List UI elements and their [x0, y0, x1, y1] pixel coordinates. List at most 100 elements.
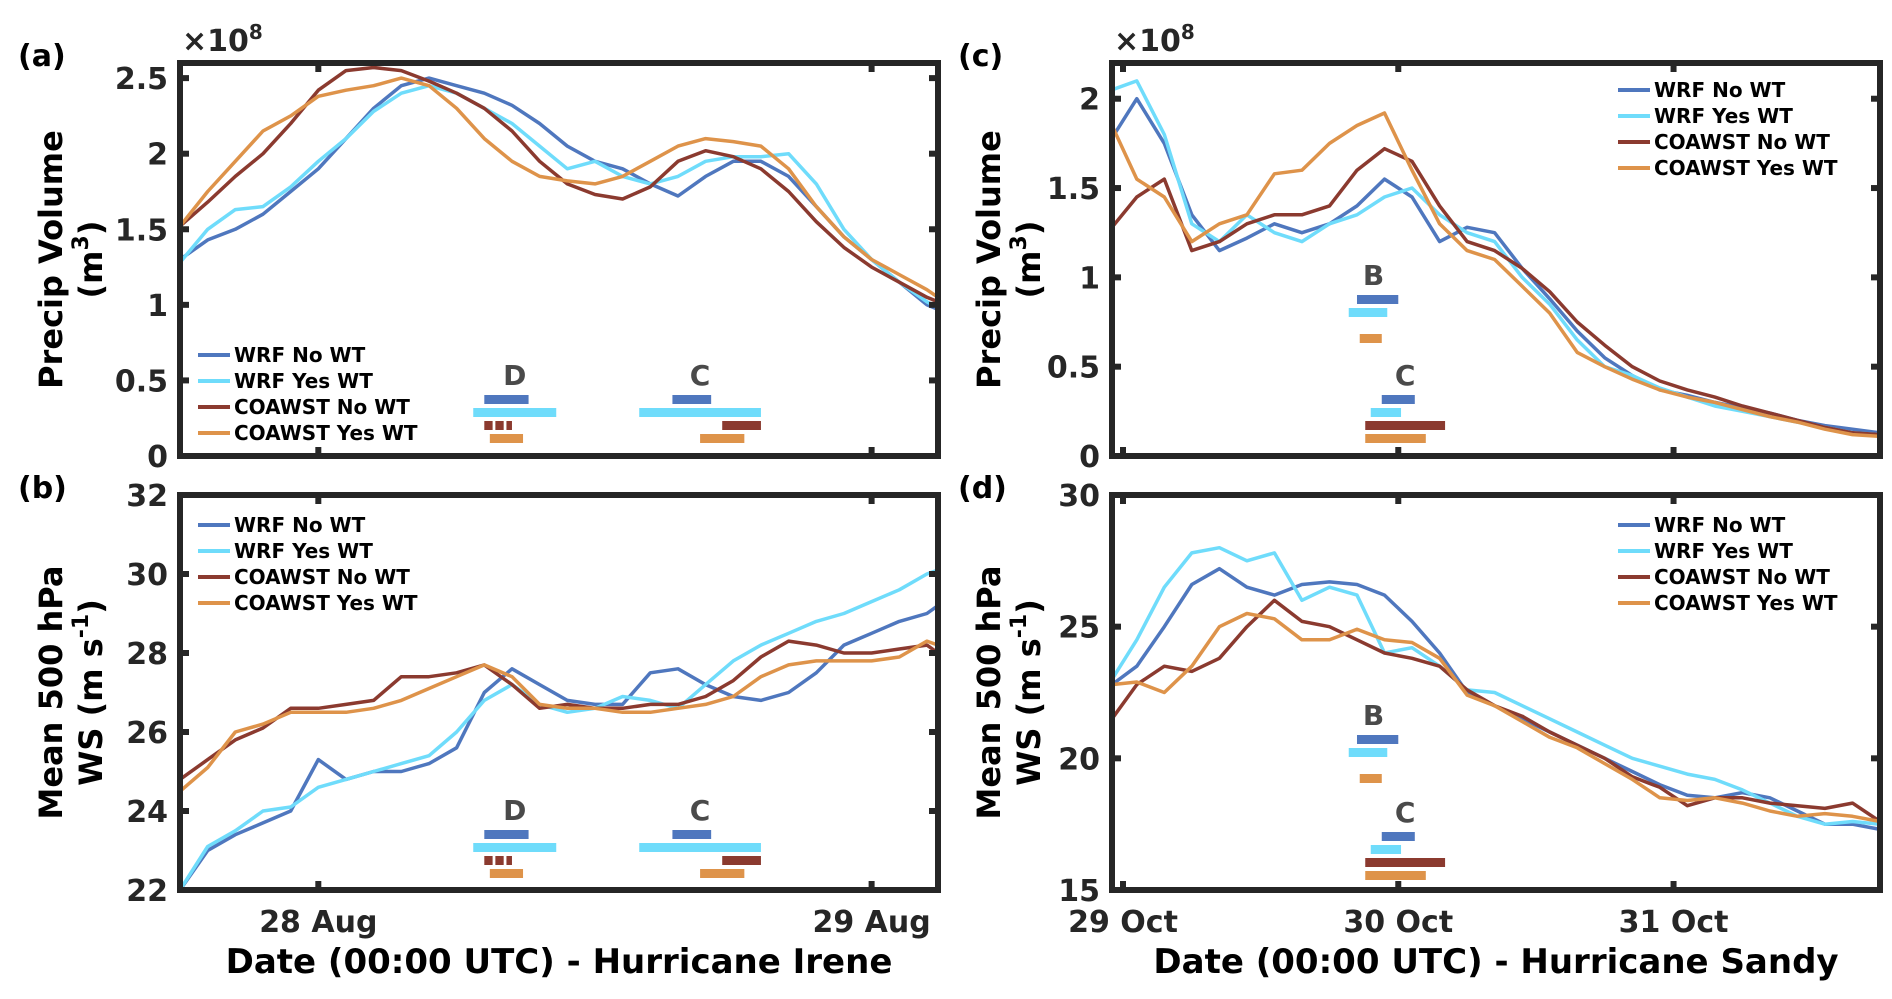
series-line-wrf-yes-wt — [178, 83, 939, 310]
x-axis-label: Date (00:00 UTC) - Hurricane Sandy — [1153, 942, 1838, 982]
panel-a: 0 0.5 1 1.5 2 2.5 Precip Volume (m3) ×108 (a) WRF … — [18, 20, 941, 475]
y-tick-label: 0 — [1079, 440, 1100, 475]
weather-type-bar — [1365, 434, 1426, 443]
weather-type-label: D — [503, 794, 526, 827]
x-axis-label: Date (00:00 UTC) - Hurricane Irene — [226, 942, 893, 982]
weather-type-bar — [722, 421, 761, 430]
y-exponent: ×108 — [1114, 20, 1195, 59]
x-tick-label: 31 Oct — [1619, 905, 1729, 940]
panel-c: 0 0.5 1 1.5 2 Precip Volume (m3) ×108 (c) WRF No … — [958, 20, 1883, 475]
weather-type-bar — [506, 421, 512, 430]
legend-entry: COAWST Yes WT — [234, 421, 418, 445]
y-tick-label: 1.5 — [115, 213, 168, 248]
weather-type-bar — [1381, 395, 1415, 404]
y-tick-label: 1 — [147, 289, 168, 324]
weather-type-bar — [1348, 748, 1388, 757]
legend-entry: WRF No WT — [234, 343, 366, 367]
axes-box — [177, 492, 941, 893]
legend-entry: WRF No WT — [234, 513, 366, 537]
y-axis-label-line1: Mean 500 hPa — [970, 566, 1008, 820]
weather-type-bar — [489, 434, 524, 443]
y-tick-label: 0.5 — [1047, 351, 1100, 386]
axes-box — [1109, 492, 1883, 893]
weather-type-bar — [1348, 308, 1388, 317]
y-tick-label: 25 — [1058, 611, 1100, 646]
series-line-coawst-yes-wt — [1111, 611, 1881, 824]
legend-entry: COAWST Yes WT — [234, 591, 418, 615]
weather-type-bar — [639, 843, 761, 852]
y-axis-label-line2: (m3) — [69, 221, 110, 299]
y-tick-label: 0 — [147, 440, 168, 475]
y-axis-label-line1: Precip Volume — [970, 130, 1008, 389]
y-tick-label: 30 — [1058, 479, 1100, 514]
y-axis-label: Precip Volume (m3) — [970, 130, 1048, 389]
weather-type-bar — [672, 395, 712, 404]
weather-type-bar — [1356, 735, 1399, 744]
series-line-coawst-no-wt — [1110, 598, 1881, 823]
panel-label: (b) — [18, 471, 67, 506]
y-axis-label-line1: Precip Volume — [32, 130, 70, 389]
weather-type-bar — [484, 421, 493, 430]
series-line-coawst-no-wt — [1110, 146, 1881, 437]
panel-label: (c) — [958, 39, 1003, 74]
weather-type-bar — [700, 869, 745, 878]
weather-type-bar — [484, 395, 529, 404]
y-tick-label: 2 — [147, 138, 168, 173]
y-axis-label-line2: (m3) — [1007, 221, 1048, 299]
y-tick-label: 2.5 — [115, 62, 168, 97]
weather-type-label: C — [690, 794, 711, 827]
legend-entry: COAWST No WT — [1654, 130, 1830, 154]
weather-type-bar — [484, 830, 529, 839]
legend-entry: COAWST No WT — [234, 395, 410, 419]
legend-entry: COAWST No WT — [234, 565, 410, 589]
y-axis-label-line2: WS (m s-1) — [69, 599, 110, 786]
legend-entry: WRF No WT — [1654, 78, 1786, 102]
y-tick-label: 1 — [1079, 261, 1100, 296]
y-axis-label: Mean 500 hPa WS (m s-1) — [970, 566, 1048, 820]
weather-type-bar — [639, 408, 761, 417]
y-axis-label-line2: WS (m s-1) — [1007, 599, 1048, 786]
weather-type-bar — [1370, 408, 1402, 417]
legend-entry: COAWST Yes WT — [1654, 591, 1838, 615]
weather-type-bar — [473, 408, 557, 417]
y-tick-label: 15 — [1058, 874, 1100, 909]
axes-box — [177, 60, 941, 459]
legend-entry: WRF Yes WT — [1654, 104, 1793, 128]
panel-label: (a) — [18, 39, 66, 74]
x-tick-label: 29 Oct — [1068, 905, 1178, 940]
x-tick-label: 29 Aug — [812, 905, 930, 940]
y-tick-label: 20 — [1058, 742, 1100, 777]
y-tick-label: 28 — [126, 637, 168, 672]
series-line-coawst-no-wt — [178, 639, 940, 781]
x-tick-label: 30 Oct — [1343, 905, 1453, 940]
weather-type-bar — [1365, 858, 1446, 867]
series-line-wrf-yes-wt — [178, 568, 939, 891]
y-axis-label-line1: Mean 500 hPa — [32, 566, 70, 820]
series-line-wrf-no-wt — [178, 604, 940, 892]
y-tick-label: 1.5 — [1047, 172, 1100, 207]
y-tick-label: 30 — [126, 558, 168, 593]
y-exponent: ×108 — [182, 20, 263, 59]
y-tick-label: 32 — [126, 479, 168, 514]
series-line-coawst-yes-wt — [178, 76, 939, 299]
weather-type-label: B — [1363, 259, 1384, 292]
legend-entry: WRF Yes WT — [234, 539, 373, 563]
weather-type-bar — [473, 843, 557, 852]
y-tick-label: 0.5 — [115, 364, 168, 399]
panel-label: (d) — [958, 471, 1007, 506]
weather-type-bar — [1359, 774, 1382, 783]
weather-type-bar — [1365, 421, 1446, 430]
weather-type-label: D — [503, 359, 526, 392]
series-line-coawst-yes-wt — [178, 639, 939, 793]
weather-type-bar — [489, 869, 524, 878]
legend-entry: WRF Yes WT — [1654, 539, 1793, 563]
weather-type-bar — [700, 434, 745, 443]
series-line-wrf-yes-wt — [1110, 545, 1881, 826]
weather-type-bar — [1365, 871, 1426, 880]
axes-box — [1109, 60, 1883, 459]
